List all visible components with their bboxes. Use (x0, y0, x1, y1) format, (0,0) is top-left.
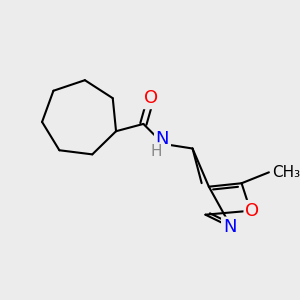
Text: N: N (223, 218, 236, 236)
Text: H: H (150, 144, 162, 159)
Text: CH₃: CH₃ (272, 165, 300, 180)
Text: N: N (156, 130, 169, 148)
Text: O: O (144, 89, 158, 107)
Text: O: O (245, 202, 260, 220)
